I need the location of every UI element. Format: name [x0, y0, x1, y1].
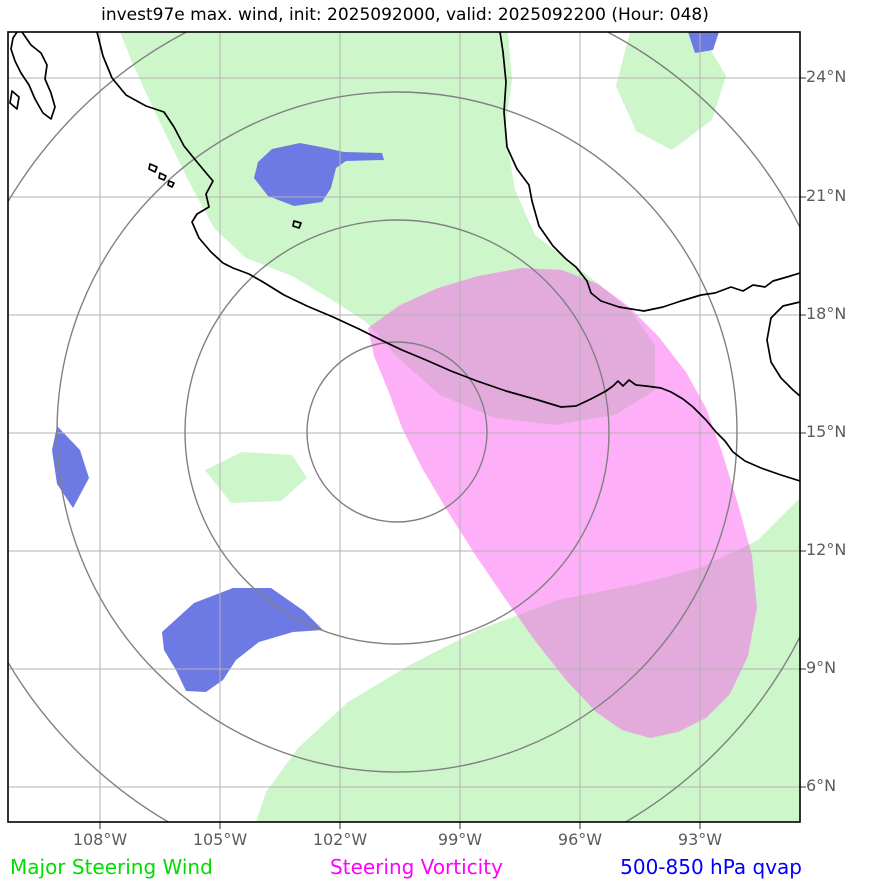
qvap-shading: [52, 32, 719, 692]
lon-tick-label: 93°W: [677, 830, 723, 849]
range-ring-1: [306, 341, 488, 523]
lon-tick-label: 96°W: [557, 830, 603, 849]
coastline: [9, 32, 800, 482]
island-baja-small: [9, 90, 20, 110]
island-near-coast: [292, 220, 302, 229]
coastline-pacific: [96, 32, 800, 482]
lon-tick-label: 102°W: [312, 830, 368, 849]
lat-tick-label: 18°N: [806, 304, 847, 323]
lat-tick-label: 21°N: [806, 186, 847, 205]
steering-wind-region-south: [256, 498, 800, 822]
legend-item-qvap: 500-850 hPa qvap: [620, 855, 802, 879]
steering-wind-region-northeast: [616, 32, 726, 150]
coastline-gulf: [499, 32, 800, 312]
lat-tick-label: 12°N: [806, 540, 847, 559]
axis-ticks: [99, 77, 806, 829]
qvap-region-southwest: [162, 588, 323, 692]
lat-tick-label: 15°N: [806, 422, 847, 441]
lon-tick-label: 99°W: [437, 830, 483, 849]
qvap-region-north: [254, 143, 384, 206]
plot-frame: [7, 31, 801, 823]
vorticity-region-main: [368, 268, 757, 738]
range-ring-2: [184, 219, 610, 645]
coastline-campeche-detail: [766, 301, 800, 397]
steering-wind-region-midleft: [205, 452, 307, 503]
qvap-region-topedge: [688, 32, 719, 53]
legend-item-steering-wind: Major Steering Wind: [10, 855, 213, 879]
legend-item-steering-vorticity: Steering Vorticity: [330, 855, 503, 879]
lat-tick-label: 6°N: [806, 776, 837, 795]
legend: Major Steering Wind Steering Vorticity 5…: [10, 855, 802, 879]
graticule-grid: [8, 32, 800, 822]
islands-marias: [148, 163, 175, 188]
steering-wind-shading: [120, 32, 800, 822]
lon-tick-label: 105°W: [192, 830, 248, 849]
lat-tick-label: 24°N: [806, 67, 847, 86]
range-ring-3: [56, 91, 738, 773]
steering-wind-region-north: [120, 32, 655, 425]
range-rings: [8, 32, 800, 822]
lon-tick-label: 108°W: [72, 830, 128, 849]
figure-title: invest97e max. wind, init: 2025092000, v…: [101, 5, 709, 25]
coastline-baja-tip: [10, 32, 56, 120]
lat-tick-label: 9°N: [806, 658, 837, 677]
steering-vorticity-shading: [368, 268, 757, 738]
